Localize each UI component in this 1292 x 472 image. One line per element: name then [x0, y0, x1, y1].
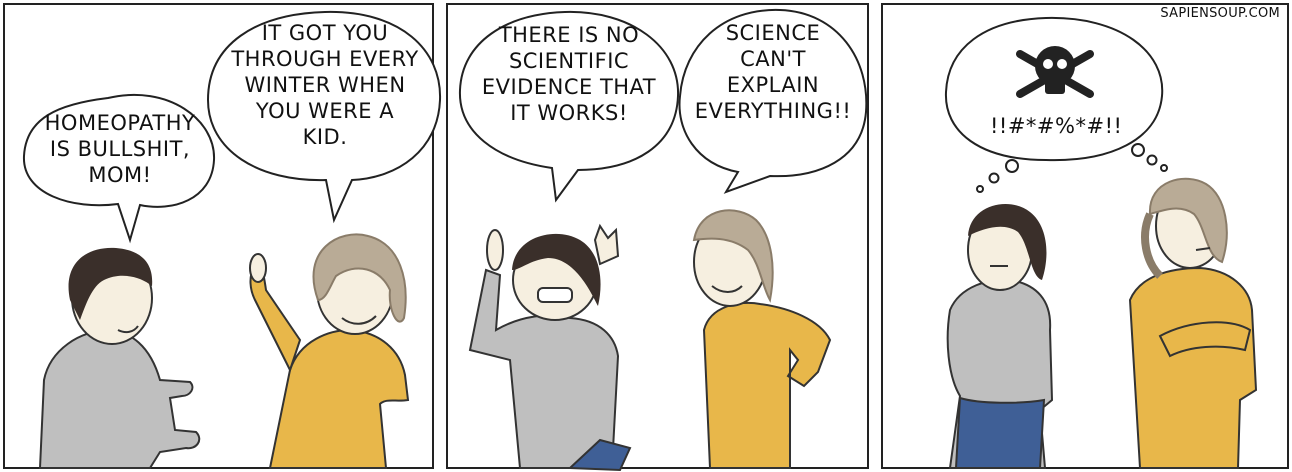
son-figure-panel2 — [468, 223, 632, 472]
panel-borders — [3, 3, 1289, 469]
panel3-thought-bubble — [944, 16, 1168, 193]
panel2-bubble-left-text: THERE IS NO SCIENTIFIC EVIDENCE THAT IT … — [481, 23, 657, 125]
mom-figure-panel3 — [1128, 177, 1258, 469]
panel1-bubble-right — [206, 10, 442, 224]
panel2-bubble-left — [458, 10, 680, 203]
son-figure-panel3 — [946, 204, 1054, 469]
panel2-bubble-right — [678, 8, 868, 194]
panel3-thought-text: !!#*#%*#!! — [990, 114, 1123, 138]
panel2-bubble-right-text: SCIENCE CAN'T EXPLAIN EVERYTHING!! — [694, 21, 852, 123]
panel1-bubble-right-text: IT GOT YOU THROUGH EVERY WINTER WHEN YOU… — [231, 21, 419, 149]
mom-figure-panel1 — [249, 233, 410, 469]
mom-figure-panel2 — [692, 209, 832, 469]
son-figure-panel1 — [38, 247, 201, 469]
site-name: SAPIENSOUP.COM — [1160, 6, 1280, 21]
panel1-bubble-left — [22, 93, 216, 244]
panel1-bubble-left-text: HOMEOPATHY IS BULLSHIT, MOM! — [44, 111, 196, 187]
skull-crossbones-icon — [1016, 46, 1094, 98]
